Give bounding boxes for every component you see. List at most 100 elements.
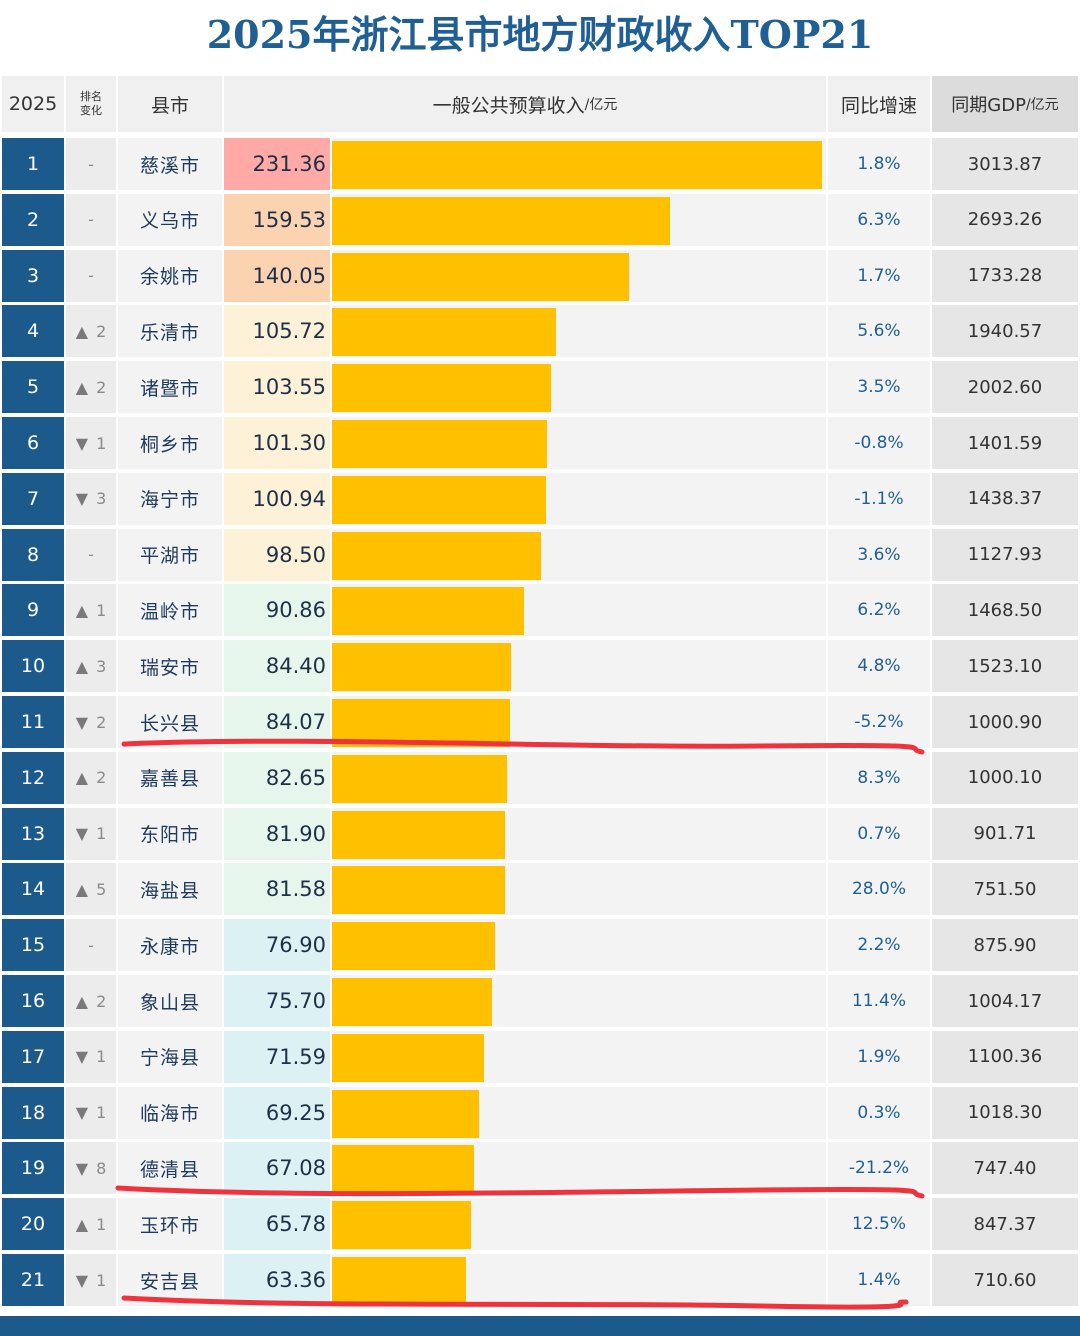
revenue-bar xyxy=(332,754,508,803)
bar-cell xyxy=(332,1086,826,1141)
bar-cell xyxy=(332,1198,826,1253)
rank-cell: 20 xyxy=(2,1198,64,1253)
revenue-cell: 71.59 xyxy=(224,1030,330,1085)
rank-change-value: 1 xyxy=(96,1103,107,1123)
city-cell: 德清县 xyxy=(118,1142,222,1197)
header-gdp-label: 同期GDP xyxy=(951,95,1026,116)
yoy-cell: 4.8% xyxy=(828,640,930,695)
table-row: 8 - 平湖市 98.50 3.6% 1127.93 xyxy=(2,528,1078,583)
gdp-cell: 1940.57 xyxy=(932,305,1078,360)
revenue-cell: 98.50 xyxy=(224,528,330,583)
bar-cell xyxy=(332,751,826,806)
city-cell: 慈溪市 xyxy=(118,138,222,192)
rank-change-cell: - xyxy=(66,138,116,192)
rank-change-value: 1 xyxy=(96,433,107,453)
yoy-cell: 6.2% xyxy=(828,584,930,639)
gdp-cell: 2002.60 xyxy=(932,361,1078,416)
city-cell: 宁海县 xyxy=(118,1030,222,1085)
revenue-cell: 103.55 xyxy=(224,361,330,416)
yoy-cell: 2.2% xyxy=(828,919,930,974)
city-cell: 玉环市 xyxy=(118,1198,222,1253)
revenue-cell: 84.40 xyxy=(224,640,330,695)
header-gdp: 同期GDP/亿元 xyxy=(932,76,1078,132)
revenue-bar xyxy=(332,643,511,692)
revenue-cell: 63.36 xyxy=(224,1254,330,1308)
footer-bar xyxy=(0,1316,1080,1336)
rank-change-value: 1 xyxy=(96,600,107,620)
rank-cell: 21 xyxy=(2,1254,64,1308)
yoy-cell: 12.5% xyxy=(828,1198,930,1253)
rank-change-cell: ▲ 2 xyxy=(66,361,116,416)
revenue-bar xyxy=(332,587,525,636)
rank-change-value: 2 xyxy=(96,991,107,1011)
revenue-cell: 76.90 xyxy=(224,919,330,974)
gdp-cell: 710.60 xyxy=(932,1254,1078,1308)
bar-cell xyxy=(332,305,826,360)
revenue-bar xyxy=(332,699,511,747)
rank-cell: 14 xyxy=(2,863,64,918)
table-row: 5 ▲ 2 诸暨市 103.55 3.5% 2002.60 xyxy=(2,361,1078,416)
revenue-cell: 82.65 xyxy=(224,751,330,806)
header-yoy: 同比增速 xyxy=(828,76,932,132)
revenue-bar xyxy=(332,1033,484,1082)
table-row: 3 - 余姚市 140.05 1.7% 1733.28 xyxy=(2,249,1078,304)
rank-change-value: 1 xyxy=(96,824,107,844)
table-row: 6 ▼ 1 桐乡市 101.30 -0.8% 1401.59 xyxy=(2,417,1078,471)
rank-cell: 7 xyxy=(2,472,64,527)
yoy-cell: 3.5% xyxy=(828,361,930,416)
rank-cell: 2 xyxy=(2,193,64,248)
revenue-cell: 105.72 xyxy=(224,305,330,360)
table-header: 2025 排名 变化 县市 一般公共预算收入/亿元 同比增速 同期GDP/亿元 xyxy=(2,76,1078,132)
city-cell: 桐乡市 xyxy=(118,417,222,471)
rank-change-value: - xyxy=(88,545,94,565)
rank-change-value: 8 xyxy=(96,1158,107,1178)
yoy-cell: -1.1% xyxy=(828,472,930,527)
bar-cell xyxy=(332,472,826,527)
rank-cell: 8 xyxy=(2,528,64,583)
bar-cell xyxy=(332,584,826,639)
revenue-bar xyxy=(332,922,495,971)
rank-change-value: 2 xyxy=(96,768,107,788)
table-row: 16 ▲ 2 象山县 75.70 11.4% 1004.17 xyxy=(2,975,1078,1029)
table-row: 2 - 义乌市 159.53 6.3% 2693.26 xyxy=(2,193,1078,248)
bar-cell xyxy=(332,696,826,750)
bar-cell xyxy=(332,417,826,471)
yoy-cell: 1.9% xyxy=(828,1030,930,1085)
gdp-cell: 1401.59 xyxy=(932,417,1078,471)
rank-cell: 16 xyxy=(2,975,64,1029)
gdp-cell: 875.90 xyxy=(932,919,1078,974)
rank-change-cell: ▼ 1 xyxy=(66,1086,116,1141)
rank-change-cell: ▲ 2 xyxy=(66,975,116,1029)
revenue-cell: 90.86 xyxy=(224,584,330,639)
revenue-cell: 67.08 xyxy=(224,1142,330,1197)
gdp-cell: 1000.10 xyxy=(932,751,1078,806)
rank-cell: 15 xyxy=(2,919,64,974)
rank-change-cell: ▼ 8 xyxy=(66,1142,116,1197)
rank-change-cell: ▼ 1 xyxy=(66,1030,116,1085)
table-row: 19 ▼ 8 德清县 67.08 -21.2% 747.40 xyxy=(2,1142,1078,1197)
revenue-bar xyxy=(332,420,547,468)
rank-cell: 11 xyxy=(2,696,64,750)
yoy-cell: -0.8% xyxy=(828,417,930,471)
bar-cell xyxy=(332,528,826,583)
rank-change-cell: - xyxy=(66,193,116,248)
rank-change-value: - xyxy=(88,154,94,174)
gdp-cell: 1127.93 xyxy=(932,528,1078,583)
header-change-line1: 排名 xyxy=(80,90,102,103)
yoy-cell: 1.8% xyxy=(828,138,930,192)
revenue-bar xyxy=(332,1257,467,1305)
rank-change-value: - xyxy=(88,935,94,955)
yoy-cell: 0.3% xyxy=(828,1086,930,1141)
triangle-down-icon: ▼ xyxy=(75,824,89,844)
rank-cell: 9 xyxy=(2,584,64,639)
triangle-down-icon: ▼ xyxy=(75,1270,89,1290)
rank-change-value: 1 xyxy=(96,1270,107,1290)
city-cell: 安吉县 xyxy=(118,1254,222,1308)
table-row: 15 - 永康市 76.90 2.2% 875.90 xyxy=(2,919,1078,974)
header-change-line2: 变化 xyxy=(80,104,102,117)
yoy-cell: 6.3% xyxy=(828,193,930,248)
rank-change-value: 3 xyxy=(96,656,107,676)
revenue-cell: 75.70 xyxy=(224,975,330,1029)
triangle-up-icon: ▲ xyxy=(75,600,89,620)
rank-cell: 6 xyxy=(2,417,64,471)
